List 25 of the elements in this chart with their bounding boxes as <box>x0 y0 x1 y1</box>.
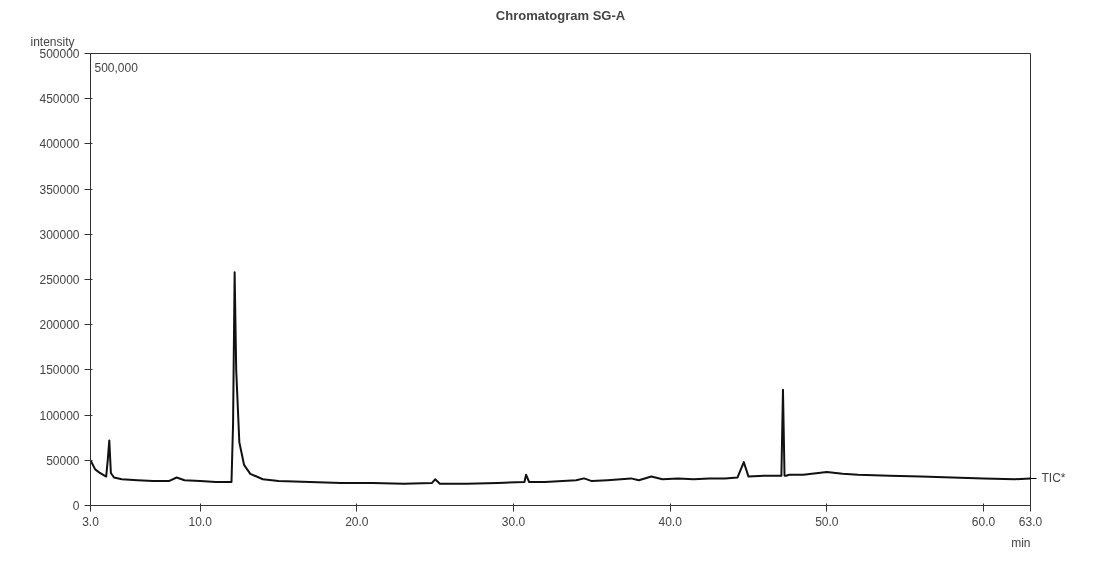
series-label: TIC* <box>1041 471 1066 486</box>
y-tick-label: 400000 <box>39 137 80 152</box>
y-tick-label: 450000 <box>39 92 80 107</box>
x-tick-label: 60.0 <box>971 514 996 529</box>
annotation: 500,000 <box>94 60 139 75</box>
y-tick-label: 250000 <box>39 273 80 287</box>
y-tick-label: 0 <box>72 499 80 513</box>
y-tick-label: 200000 <box>39 318 80 333</box>
x-tick-label: 40.0 <box>658 514 683 529</box>
y-axis-title: intensity <box>30 34 75 49</box>
x-tick-label: 50.0 <box>815 514 839 529</box>
line-series <box>90 271 1031 485</box>
y-tick-label: 150000 <box>39 363 80 378</box>
x-tick-label: 20.0 <box>345 514 369 529</box>
y-tick-label: 50000 <box>46 453 80 468</box>
y-tick-label: 500000 <box>39 47 80 61</box>
y-tick-label: 350000 <box>39 182 80 197</box>
x-tick-label: 63.0 <box>1018 514 1043 529</box>
chart-title: Chromatogram SG-A <box>495 7 626 23</box>
x-axis-title: min <box>1011 535 1031 550</box>
y-tick-label: 300000 <box>39 227 80 242</box>
x-tick-label: 3.0 <box>82 514 100 529</box>
x-tick-label: 30.0 <box>501 514 526 529</box>
y-tick-label: 100000 <box>39 408 80 423</box>
x-tick-label: 10.0 <box>188 514 213 529</box>
